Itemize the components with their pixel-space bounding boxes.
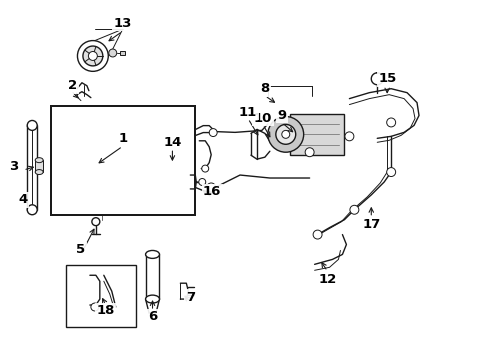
Circle shape <box>92 218 100 226</box>
Circle shape <box>109 49 117 57</box>
Bar <box>51 105 196 215</box>
Text: 9: 9 <box>277 109 286 122</box>
Circle shape <box>199 179 206 185</box>
Text: 18: 18 <box>97 305 115 318</box>
Circle shape <box>91 303 99 311</box>
Ellipse shape <box>35 170 43 175</box>
Ellipse shape <box>146 251 159 258</box>
Circle shape <box>202 165 209 172</box>
Bar <box>66 265 136 327</box>
Circle shape <box>88 51 98 60</box>
Text: 17: 17 <box>362 218 380 231</box>
Circle shape <box>350 205 359 214</box>
Circle shape <box>282 130 290 138</box>
Circle shape <box>305 148 314 157</box>
Ellipse shape <box>146 295 159 303</box>
Text: 14: 14 <box>163 136 182 149</box>
Circle shape <box>209 129 217 136</box>
Ellipse shape <box>27 121 37 130</box>
Bar <box>27 125 37 210</box>
Circle shape <box>387 118 395 127</box>
Ellipse shape <box>27 205 37 215</box>
Circle shape <box>276 125 295 144</box>
Circle shape <box>345 132 354 141</box>
Circle shape <box>83 46 103 66</box>
Text: 4: 4 <box>19 193 28 206</box>
Circle shape <box>77 41 108 71</box>
Text: 10: 10 <box>254 112 272 125</box>
Text: 7: 7 <box>186 291 195 303</box>
Text: 3: 3 <box>9 159 18 172</box>
Bar <box>290 113 344 155</box>
Circle shape <box>268 117 304 152</box>
Circle shape <box>207 183 216 192</box>
Text: 1: 1 <box>118 132 127 145</box>
Bar <box>51 105 196 215</box>
Text: 2: 2 <box>69 79 77 92</box>
Circle shape <box>387 168 395 176</box>
Circle shape <box>313 230 322 239</box>
Bar <box>120 51 124 55</box>
Text: 6: 6 <box>148 310 157 323</box>
Bar <box>146 255 159 299</box>
Text: 12: 12 <box>318 273 337 286</box>
Text: 16: 16 <box>203 185 221 198</box>
Text: 15: 15 <box>378 72 396 85</box>
Text: 13: 13 <box>114 17 132 30</box>
Text: 11: 11 <box>239 106 257 119</box>
Ellipse shape <box>35 158 43 163</box>
Bar <box>35 160 43 172</box>
Polygon shape <box>146 299 159 313</box>
Text: 8: 8 <box>260 82 270 95</box>
Text: 5: 5 <box>76 243 85 256</box>
